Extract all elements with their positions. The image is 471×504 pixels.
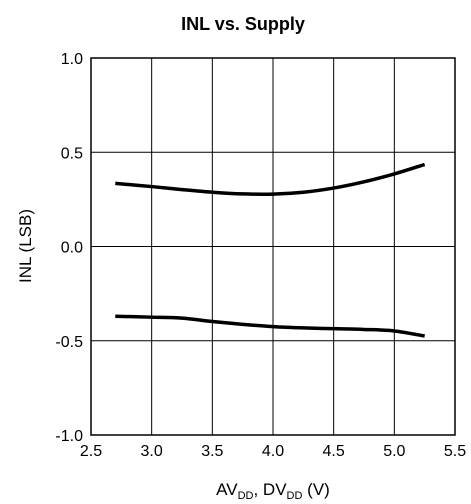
y-tick-label: -0.5 [55, 334, 83, 351]
x-tick-label: 5.5 [444, 443, 466, 460]
y-tick-label: -1.0 [55, 428, 83, 445]
grid [90, 57, 456, 436]
x-tick-label: 2.5 [80, 443, 102, 460]
x-tick-label: 4.5 [323, 443, 345, 460]
series-line-2 [115, 314, 425, 338]
series-line-1 [115, 162, 426, 196]
y-tick-label: 0.5 [61, 145, 83, 162]
x-tick-label: 3.5 [201, 443, 223, 460]
y-tick-labels: -1.0 -0.5 0.0 0.5 1.0 [55, 51, 83, 445]
x-tick-label: 5.0 [383, 443, 405, 460]
y-axis-label: INL (LSB) [16, 209, 35, 283]
x-tick-label: 3.0 [141, 443, 163, 460]
y-tick-label: 1.0 [61, 51, 83, 68]
x-tick-label: 4.0 [262, 443, 284, 460]
x-tick-labels: 2.5 3.0 3.5 4.0 4.5 5.0 5.5 [80, 443, 466, 460]
y-tick-label: 0.0 [61, 240, 83, 257]
x-axis-label: AVDD, DVDD (V) [216, 480, 330, 502]
series-lines [115, 162, 426, 338]
chart-title: INL vs. Supply [181, 14, 305, 34]
plot-frame [90, 57, 456, 436]
